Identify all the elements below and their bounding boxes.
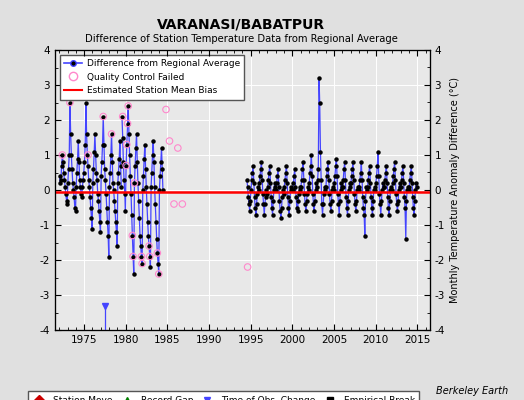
Point — [124, 103, 133, 109]
Point — [128, 232, 137, 239]
Point — [66, 99, 74, 106]
Point — [173, 145, 182, 151]
Point — [146, 253, 154, 260]
Y-axis label: Monthly Temperature Anomaly Difference (°C): Monthly Temperature Anomaly Difference (… — [451, 77, 461, 303]
Text: VARANASI/BABATPUR: VARANASI/BABATPUR — [157, 18, 325, 32]
Point — [153, 250, 161, 256]
Point — [107, 131, 116, 137]
Point — [84, 152, 92, 158]
Text: Berkeley Earth: Berkeley Earth — [436, 386, 508, 396]
Point — [138, 260, 146, 267]
Text: Difference of Station Temperature Data from Regional Average: Difference of Station Temperature Data f… — [84, 34, 398, 44]
Point — [118, 113, 127, 120]
Point — [130, 180, 139, 186]
Legend: Station Move, Record Gap, Time of Obs. Change, Empirical Break: Station Move, Record Gap, Time of Obs. C… — [28, 392, 419, 400]
Point — [122, 162, 130, 169]
Point — [129, 253, 137, 260]
Point — [137, 253, 146, 260]
Point — [145, 243, 153, 249]
Point — [170, 201, 178, 207]
Point — [162, 106, 170, 113]
Point — [123, 141, 131, 148]
Point — [99, 113, 107, 120]
Point — [165, 138, 173, 144]
Point — [244, 264, 252, 270]
Point — [155, 271, 163, 277]
Point — [123, 120, 132, 127]
Point — [178, 201, 187, 207]
Point — [58, 152, 67, 158]
